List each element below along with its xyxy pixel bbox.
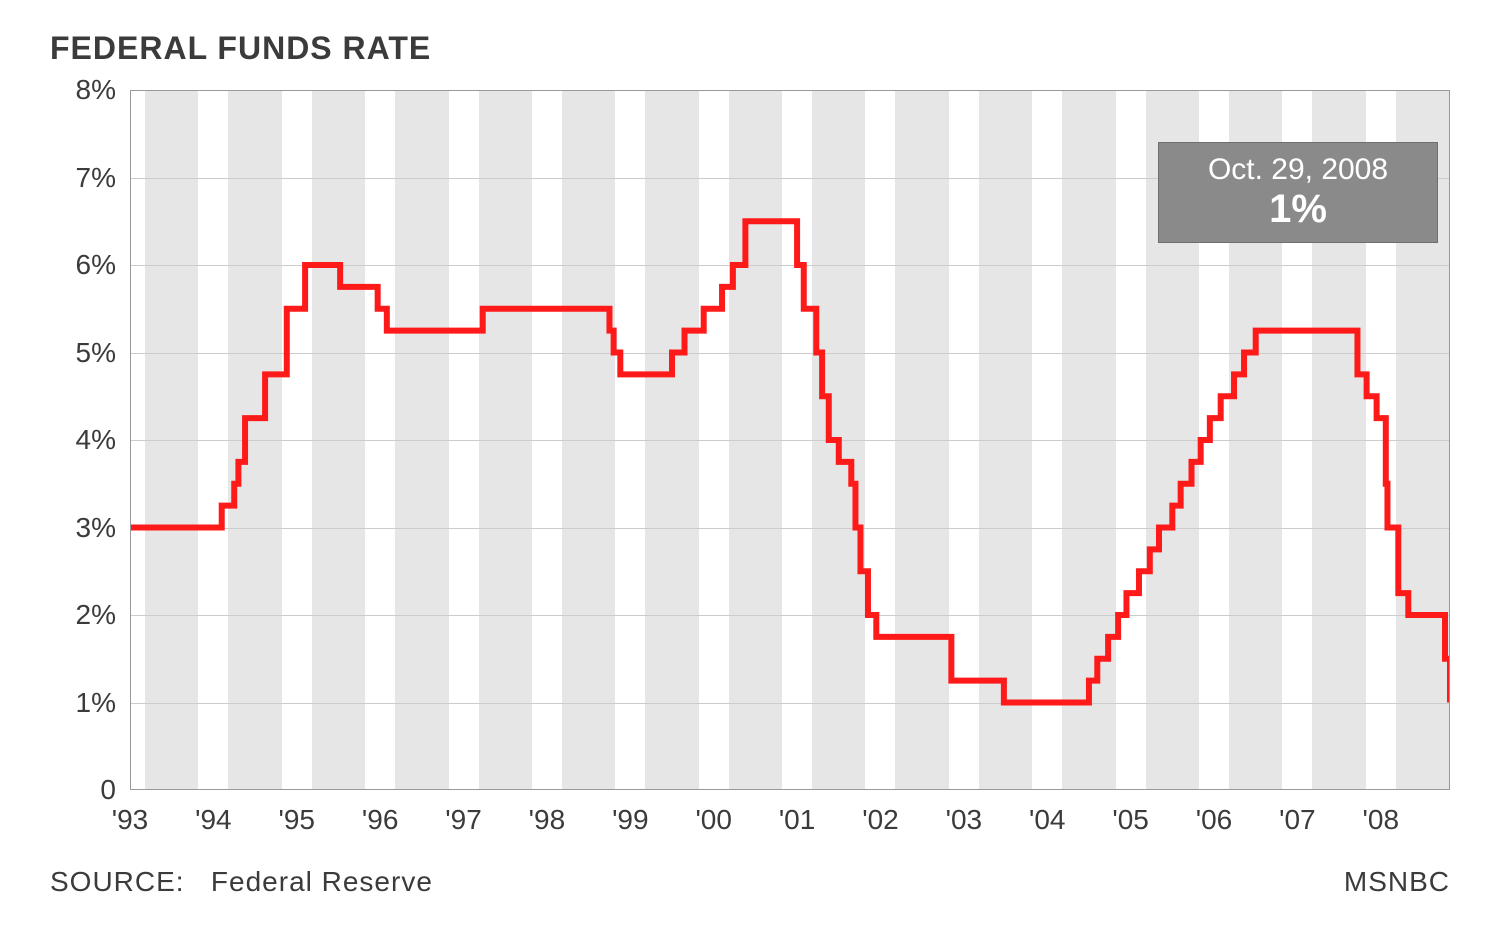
callout-value: 1% bbox=[1177, 187, 1419, 232]
x-tick-label: '93 bbox=[112, 790, 149, 836]
y-tick-label: 6% bbox=[76, 249, 130, 281]
source-name: Federal Reserve bbox=[211, 866, 433, 897]
x-tick-label: '05 bbox=[1112, 790, 1149, 836]
x-tick-label: '02 bbox=[862, 790, 899, 836]
x-tick-label: '01 bbox=[779, 790, 816, 836]
plot-area: Oct. 29, 2008 1% 01%2%3%4%5%6%7%8%'93'94… bbox=[130, 90, 1450, 790]
publisher-text: MSNBC bbox=[1344, 866, 1450, 898]
x-tick-label: '00 bbox=[695, 790, 732, 836]
y-tick-label: 5% bbox=[76, 337, 130, 369]
chart-container: FEDERAL FUNDS RATE Oct. 29, 2008 1% 01%2… bbox=[0, 0, 1500, 928]
rate-line bbox=[130, 221, 1450, 702]
source-text: SOURCE: Federal Reserve bbox=[50, 866, 433, 898]
x-tick-label: '96 bbox=[362, 790, 399, 836]
x-tick-label: '07 bbox=[1279, 790, 1316, 836]
x-tick-label: '95 bbox=[279, 790, 316, 836]
chart-title: FEDERAL FUNDS RATE bbox=[50, 30, 1450, 67]
x-tick-label: '99 bbox=[612, 790, 649, 836]
x-tick-label: '06 bbox=[1196, 790, 1233, 836]
y-tick-label: 1% bbox=[76, 687, 130, 719]
callout-date: Oct. 29, 2008 bbox=[1177, 153, 1419, 187]
source-label: SOURCE: bbox=[50, 866, 185, 897]
y-tick-label: 3% bbox=[76, 512, 130, 544]
chart-footer: SOURCE: Federal Reserve MSNBC bbox=[50, 866, 1450, 898]
y-tick-label: 7% bbox=[76, 162, 130, 194]
x-tick-label: '03 bbox=[946, 790, 983, 836]
x-tick-label: '94 bbox=[195, 790, 232, 836]
x-tick-label: '04 bbox=[1029, 790, 1066, 836]
x-tick-label: '97 bbox=[445, 790, 482, 836]
y-tick-label: 4% bbox=[76, 424, 130, 456]
callout-box: Oct. 29, 2008 1% bbox=[1158, 142, 1438, 243]
x-tick-label: '08 bbox=[1363, 790, 1400, 836]
y-tick-label: 8% bbox=[76, 74, 130, 106]
x-tick-label: '98 bbox=[529, 790, 566, 836]
y-tick-label: 2% bbox=[76, 599, 130, 631]
